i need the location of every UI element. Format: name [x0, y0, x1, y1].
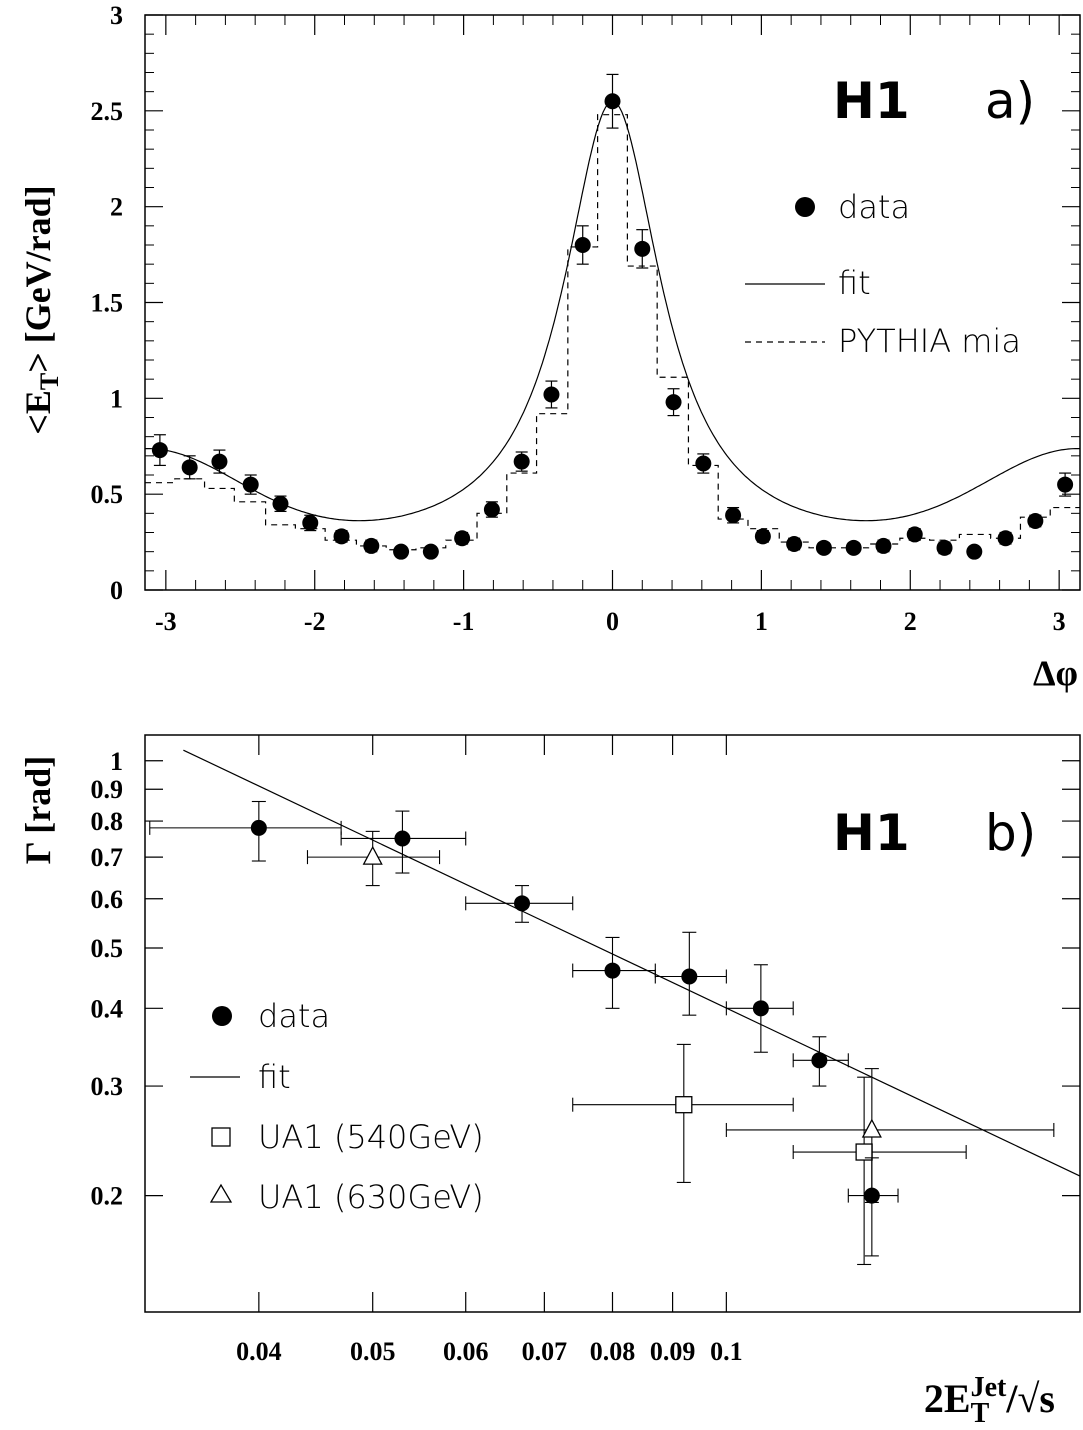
- y-tick-label: 0.6: [91, 885, 124, 914]
- fit-curve: [145, 100, 1080, 522]
- data-point: [250, 819, 267, 836]
- legend-ua1-540-marker: [211, 1127, 231, 1147]
- legend-data-marker: [212, 1006, 232, 1026]
- y-tick-label: 2.5: [91, 97, 124, 126]
- panel-a-legend: data fit PYTHIA mia: [745, 188, 1021, 360]
- data-point: [272, 495, 289, 512]
- data-point: [393, 543, 410, 560]
- legend-ua1-630-marker: [209, 1183, 233, 1203]
- panel-b-y-axis-label: Γ [rad]: [18, 756, 58, 865]
- data-point: [815, 539, 832, 556]
- x-tick-label: 2: [904, 607, 917, 636]
- y-tick-label: 0.4: [91, 994, 124, 1023]
- data-point: [752, 1000, 769, 1017]
- ua1-630-point: [362, 845, 383, 865]
- x-tick-label: 0.07: [522, 1337, 568, 1366]
- x-tick-label: 0.05: [350, 1337, 396, 1366]
- data-point: [786, 536, 803, 552]
- data-point: [574, 237, 591, 253]
- data-point: [363, 537, 380, 554]
- y-tick-label: 0.5: [91, 480, 124, 509]
- data-point: [454, 530, 471, 547]
- data-point: [604, 962, 621, 979]
- panel-a-experiment-label: H1: [833, 72, 910, 130]
- y-tick-label: 2: [110, 193, 123, 222]
- legend-fit-label: fit: [258, 1058, 291, 1096]
- panel-b-experiment-label: H1: [833, 804, 910, 862]
- y-tick-label: 0.8: [91, 807, 124, 836]
- panel-b: 0.2 0.3 0.4 0.5 0.6 0.7 0.8 0.91 0.04 0.05 0.06 0.0…: [18, 734, 1081, 1429]
- data-point: [936, 539, 953, 556]
- data-point: [604, 93, 621, 110]
- data-point: [634, 240, 651, 257]
- panel-a-y-axis-label: <ET> [GeV/rad]: [18, 185, 64, 434]
- x-tick-label: 0.08: [590, 1337, 636, 1366]
- data-point: [695, 455, 712, 472]
- legend-fit-label: fit: [838, 264, 871, 302]
- x-tick-label: 0.04: [236, 1337, 282, 1366]
- y-tick-label: 3: [110, 1, 123, 30]
- data-point: [333, 528, 350, 545]
- panel-b-label: b): [985, 804, 1036, 862]
- x-tick-label: 0.06: [443, 1337, 489, 1366]
- data-point: [422, 543, 439, 560]
- data-point: [1057, 476, 1074, 493]
- data-point: [875, 537, 892, 554]
- y-tick-label: 0: [110, 576, 123, 605]
- y-tick-label: 1: [110, 747, 123, 776]
- data-point: [514, 895, 531, 912]
- data-point: [1027, 513, 1044, 529]
- ua1-630-point: [861, 1118, 882, 1138]
- y-tick-label: 0.5: [91, 934, 124, 963]
- x-tick-label: -1: [453, 607, 475, 636]
- data-point: [302, 514, 319, 531]
- fit-line: [183, 749, 1081, 1177]
- data-point: [754, 528, 771, 545]
- data-point: [151, 442, 168, 459]
- x-tick-label: 1: [755, 607, 768, 636]
- data-point: [725, 507, 742, 524]
- legend-data-label: data: [838, 188, 910, 226]
- x-tick-label: -3: [155, 607, 177, 636]
- panel-b-legend: data fit UA1 (540GeV) UA1 (630GeV): [190, 997, 484, 1216]
- panel-b-x-axis-label: 2EJet T/√s: [924, 1372, 1055, 1429]
- panel-a: 0 0.5 1 1.5 2 2.5 3 -3 -2 -1 0 1 2 3 H1 a) data fit P…: [18, 1, 1081, 693]
- data-point: [665, 394, 682, 411]
- data-point: [845, 539, 862, 556]
- legend-data-label: data: [258, 997, 330, 1035]
- pythia-mia-histogram: [145, 114, 1080, 551]
- ua1-540-point: [675, 1096, 693, 1114]
- data-point: [543, 386, 560, 403]
- y-tick-label: 0.3: [91, 1072, 124, 1101]
- x-tick-label: 3: [1053, 607, 1066, 636]
- x-tick-label: 0.1: [710, 1337, 743, 1366]
- data-point: [211, 453, 228, 470]
- y-tick-label: 0.2: [91, 1182, 124, 1211]
- y-tick-label: 1: [110, 384, 123, 413]
- x-tick-label: 0: [606, 607, 619, 636]
- legend-ua1-630-label: UA1 (630GeV): [258, 1178, 484, 1216]
- data-point: [513, 453, 530, 470]
- y-tick-label: 1.5: [91, 289, 124, 318]
- panel-a-label: a): [985, 72, 1035, 130]
- legend-mc-label: PYTHIA mia: [838, 322, 1021, 360]
- x-tick-label: -2: [304, 607, 326, 636]
- data-point: [181, 459, 198, 476]
- data-point: [242, 476, 259, 493]
- data-point: [811, 1052, 828, 1069]
- data-point: [966, 543, 983, 560]
- data-point: [483, 501, 500, 518]
- data-point: [681, 968, 698, 985]
- data-point: [394, 830, 411, 847]
- y-tick-label: 0.9: [91, 775, 124, 804]
- data-point: [863, 1187, 880, 1204]
- x-tick-label: 0.09: [650, 1337, 696, 1366]
- data-point: [906, 526, 923, 543]
- panel-a-x-axis-label: Δφ: [1033, 653, 1078, 693]
- legend-data-marker: [795, 197, 815, 217]
- legend-ua1-540-label: UA1 (540GeV): [258, 1118, 484, 1156]
- y-tick-label: 0.7: [91, 843, 124, 872]
- data-point: [997, 530, 1014, 547]
